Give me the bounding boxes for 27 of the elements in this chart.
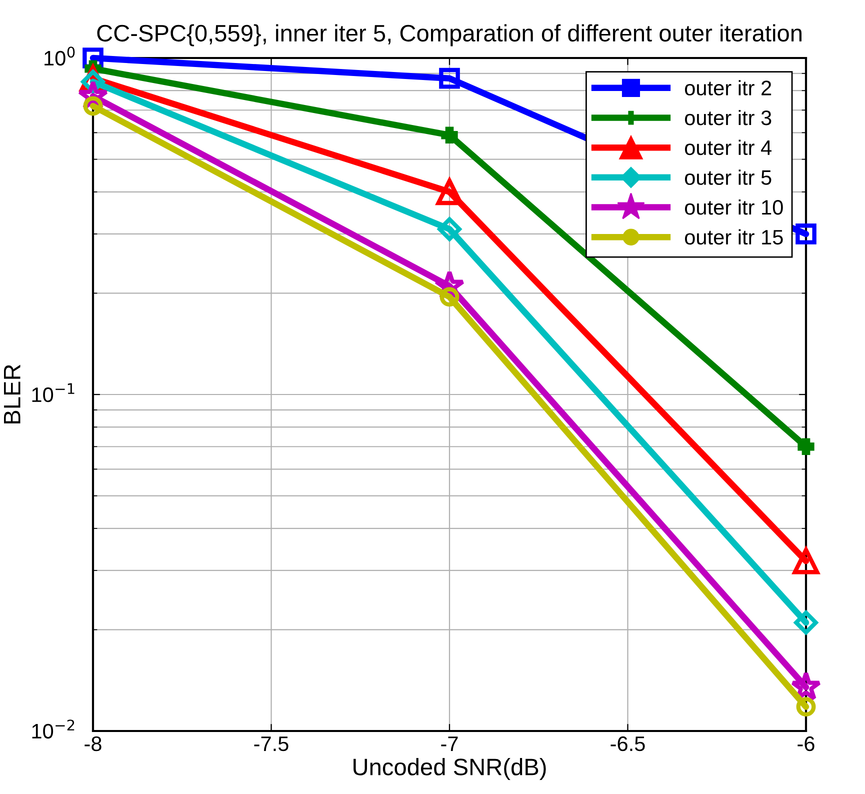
legend-label: outer itr 15 xyxy=(684,229,783,245)
point xyxy=(798,438,814,455)
point xyxy=(439,68,460,89)
legend-label: outer itr 3 xyxy=(684,110,772,126)
point xyxy=(438,217,462,242)
x-tick-label: -6 xyxy=(798,736,814,752)
x-tick-label: -6.5 xyxy=(610,736,645,752)
y-tick-label: 10$^{−1}$ xyxy=(32,383,74,402)
y-tick-label: 10$^{0}$ xyxy=(44,46,75,66)
point xyxy=(794,610,818,634)
legend-label: outer itr 2 xyxy=(684,80,772,96)
x-tick-label: -8 xyxy=(84,736,102,752)
point xyxy=(441,126,458,144)
legend-label: outer itr 4 xyxy=(684,140,772,156)
y-tick-label: 10$^{−2}$ xyxy=(32,720,74,739)
point xyxy=(796,697,816,717)
chart-title: CC-SPC{0,559}, inner iter 5, Comparation of different outer iteration xyxy=(97,24,802,46)
point xyxy=(83,96,103,116)
x-tick-label: -7 xyxy=(441,736,458,751)
legend-label: outer itr 10 xyxy=(684,199,783,215)
point xyxy=(440,287,460,307)
x-axis-title: Uncoded SNR(dB) xyxy=(354,758,546,780)
legend-label: outer itr 5 xyxy=(684,170,772,185)
y-axis-title: BLER xyxy=(4,364,20,424)
x-tick-label: -7.5 xyxy=(254,736,288,752)
point xyxy=(796,224,816,244)
point xyxy=(790,671,822,700)
